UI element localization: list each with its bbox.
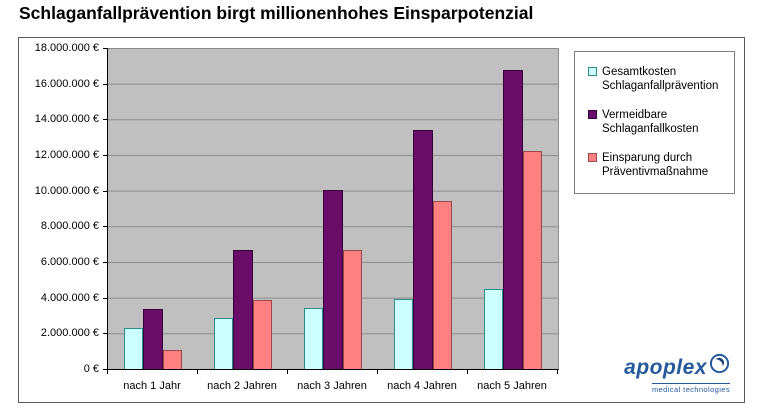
bar-series2-nach-1-jahr bbox=[143, 309, 163, 369]
bar-group bbox=[198, 48, 288, 369]
x-axis-category-label: nach 3 Jahren bbox=[297, 380, 367, 392]
bar-series3-nach-2-jahren bbox=[252, 300, 273, 369]
x-axis-category-label: nach 5 Jahren bbox=[477, 380, 547, 392]
y-axis-tick-label: 8.000.000 € bbox=[40, 220, 99, 233]
chart-title: Schlaganfallprävention birgt millionenho… bbox=[19, 3, 534, 23]
bar-series3-nach-1-jahr bbox=[162, 350, 183, 369]
legend-item: Einsparung durch Präventivmaßnahme bbox=[588, 151, 728, 180]
y-axis-tick-label: 18.000.000 € bbox=[34, 42, 99, 54]
bar-group bbox=[108, 48, 198, 369]
y-axis-tick-label: 10.000.000 € bbox=[34, 184, 99, 197]
y-axis-tick-label: 12.000.000 € bbox=[34, 149, 99, 161]
logo-globe-icon bbox=[709, 353, 730, 379]
brand-logo: apoplex medical technologies bbox=[624, 353, 730, 397]
y-axis-tick-mark bbox=[103, 262, 107, 263]
x-axis-category-label: nach 1 Jahr bbox=[123, 380, 181, 392]
logo-wordmark: apoplex bbox=[624, 355, 707, 379]
bar-series2-nach-4-jahren bbox=[413, 130, 433, 369]
y-axis-tick-mark bbox=[103, 48, 107, 49]
bar-series1-nach-2-jahren bbox=[213, 318, 234, 369]
y-axis-tick-label: 4.000.000 € bbox=[40, 291, 99, 304]
x-axis-tick-mark bbox=[557, 370, 558, 374]
bar-series3-nach-3-jahren bbox=[342, 250, 363, 369]
y-axis-tick-label: 16.000.000 € bbox=[34, 77, 99, 90]
y-axis-tick-label: 2.000.000 € bbox=[40, 327, 99, 340]
y-axis-tick-label: 14.000.000 € bbox=[34, 113, 99, 126]
y-axis-tick-mark bbox=[103, 83, 107, 85]
x-axis-category-label: nach 2 Jahren bbox=[207, 380, 277, 392]
y-axis-tick-mark bbox=[103, 333, 107, 335]
legend-key-gesamtkosten-icon bbox=[588, 67, 597, 76]
bar-series2-nach-3-jahren bbox=[323, 189, 343, 369]
x-axis-tick-mark bbox=[197, 370, 198, 374]
x-axis-tick-mark bbox=[467, 370, 468, 374]
x-axis-tick-mark bbox=[107, 370, 108, 374]
y-axis-tick-mark bbox=[103, 297, 107, 299]
bar-group bbox=[288, 48, 378, 369]
bar-series1-nach-4-jahren bbox=[393, 298, 414, 369]
bar-series1-nach-5-jahren bbox=[483, 288, 504, 369]
bar-series1-nach-1-jahr bbox=[123, 328, 144, 369]
bar-series3-nach-4-jahren bbox=[432, 200, 453, 369]
legend-label: Einsparung durch Präventivmaßnahme bbox=[602, 151, 709, 178]
y-axis-tick-mark bbox=[103, 119, 107, 121]
legend-label: Gesamtkosten Schlaganfallprävention bbox=[602, 66, 719, 93]
y-axis-tick-label: 0 € bbox=[83, 363, 99, 375]
x-axis-tick-mark bbox=[287, 370, 288, 374]
logo-tagline: medical technologies bbox=[651, 383, 730, 394]
bar-series1-nach-3-jahren bbox=[303, 308, 324, 369]
chart-frame: 18.000.000 € 16.000.000 € 14.000.000 € 12.0… bbox=[18, 37, 745, 403]
bar-series2-nach-2-jahren bbox=[233, 249, 253, 369]
legend-item: Gesamtkosten Schlaganfallprävention bbox=[588, 65, 728, 94]
y-axis-tick-label: 6.000.000 € bbox=[40, 256, 99, 268]
bar-series3-nach-5-jahren bbox=[522, 150, 543, 369]
legend-item: Vermeidbare Schlaganfallkosten bbox=[588, 108, 728, 137]
bar-group bbox=[468, 48, 558, 369]
legend: Gesamtkosten Schlaganfallprävention Verm… bbox=[574, 51, 735, 195]
y-axis-tick-mark bbox=[103, 190, 107, 192]
legend-key-einsparung-icon bbox=[588, 152, 597, 162]
x-axis-tick-mark bbox=[377, 370, 378, 374]
y-axis-tick-mark bbox=[103, 155, 107, 156]
legend-label: Vermeidbare Schlaganfallkosten bbox=[602, 108, 699, 136]
x-axis-labels: nach 1 Jahr nach 2 Jahren nach 3 Jahren nac… bbox=[107, 380, 557, 392]
y-axis-tick-mark bbox=[103, 369, 107, 370]
bar-series2-nach-5-jahren bbox=[503, 70, 523, 369]
bar-group bbox=[378, 48, 468, 369]
x-axis-category-label: nach 4 Jahren bbox=[387, 380, 457, 392]
plot-area bbox=[107, 48, 559, 370]
y-axis-tick-mark bbox=[103, 226, 107, 228]
legend-key-vermeidbare-icon bbox=[588, 109, 597, 119]
y-axis-labels: 18.000.000 € 16.000.000 € 14.000.000 € 12.0… bbox=[19, 42, 99, 375]
